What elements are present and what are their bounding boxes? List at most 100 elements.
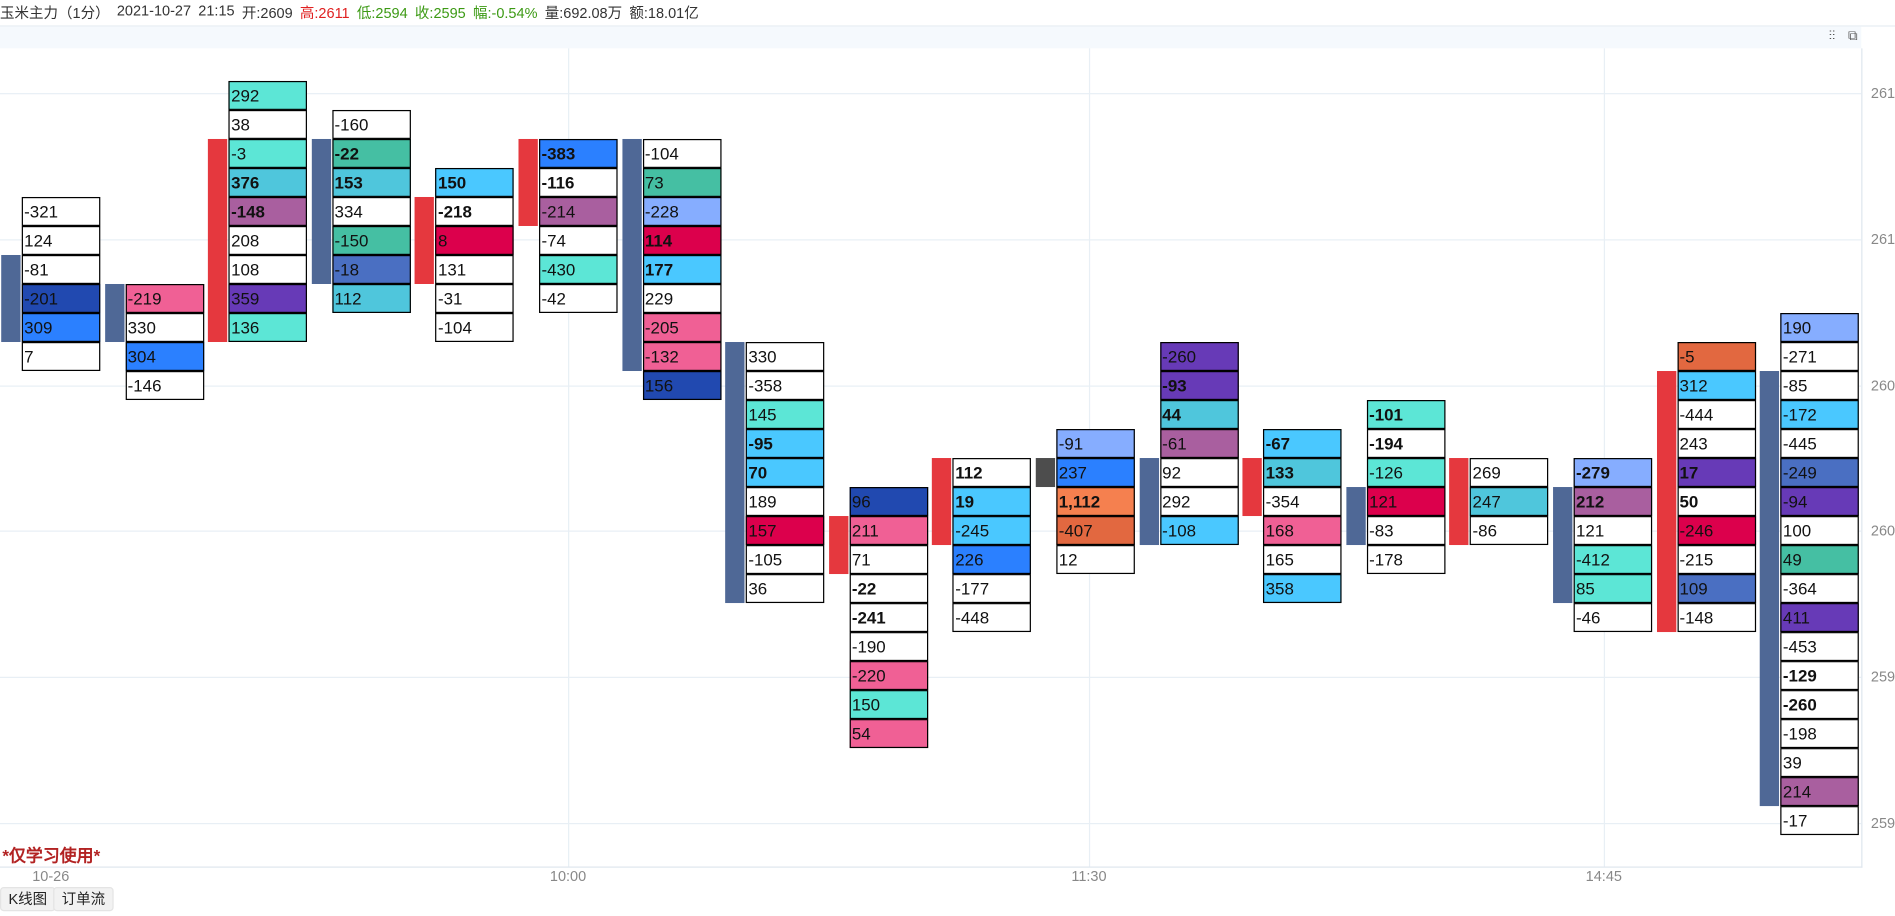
footprint-cell: -74 [539, 225, 618, 255]
footprint-cell: -101 [1366, 400, 1446, 430]
grid-line [0, 676, 1862, 678]
footprint-cell: 1,112 [1056, 487, 1135, 517]
footprint-cell: -172 [1780, 400, 1860, 430]
footprint-cell: -448 [952, 603, 1032, 633]
footprint-cell: -205 [642, 313, 722, 343]
y-axis-label: 260 [1870, 377, 1895, 394]
footprint-cell: -215 [1677, 545, 1756, 575]
candle-body-up [518, 138, 538, 226]
footprint-cell: -17 [1780, 806, 1860, 836]
high-price: 高:2611 [299, 4, 350, 22]
kline-chart-button[interactable]: K线图 [0, 887, 56, 912]
footprint-cell: 17 [1677, 458, 1756, 488]
footprint-cell: -61 [1159, 429, 1239, 459]
footprint-cell: 358 [1263, 574, 1342, 604]
footprint-cell: -150 [332, 225, 411, 255]
candle-body-up [932, 458, 952, 546]
candle-body-flat [1035, 458, 1056, 488]
footprint-cell: 309 [21, 313, 101, 343]
footprint-cell: 73 [642, 167, 722, 197]
footprint-cell: 92 [1159, 458, 1239, 488]
footprint-cell: -178 [1366, 545, 1446, 575]
y-axis-label: 259 [1870, 814, 1895, 832]
footprint-cell: 208 [228, 225, 308, 255]
footprint-cell: -219 [125, 283, 204, 314]
footprint-cell: 189 [745, 487, 825, 517]
candle-body-down [1, 254, 21, 343]
candle-body-down [311, 138, 331, 284]
footprint-cell: 156 [642, 371, 722, 401]
x-axis-label: 14:45 [1585, 867, 1622, 885]
footprint-cell: -5 [1677, 342, 1756, 372]
footprint-cell: -177 [952, 574, 1032, 604]
footprint-cell: -3 [228, 138, 308, 168]
footprint-cell: -246 [1677, 516, 1756, 546]
footprint-cell: -364 [1780, 574, 1860, 604]
footprint-cell: 39 [1780, 748, 1860, 778]
footprint-cell: 168 [1263, 516, 1342, 546]
settings-sliders-icon[interactable]: ⫶⫶ [1828, 29, 1836, 44]
x-axis-label: 10:00 [549, 867, 587, 885]
change-percent: 幅:-0.54% [472, 4, 538, 22]
footprint-cell: 114 [642, 225, 722, 255]
footprint-cell: 304 [125, 342, 204, 372]
footprint-cell: 85 [1573, 574, 1653, 604]
candle-body-up [208, 138, 228, 343]
footprint-cell: -67 [1263, 429, 1342, 459]
footprint-cell: 100 [1780, 516, 1860, 546]
footprint-cell: 157 [745, 516, 825, 546]
footprint-cell: 133 [1263, 458, 1342, 488]
footprint-cell: 19 [952, 487, 1032, 517]
footprint-cell: -241 [849, 603, 928, 633]
footprint-cell: -81 [21, 254, 101, 284]
footprint-cell: -22 [849, 574, 928, 604]
footprint-cell: 71 [849, 545, 928, 575]
footprint-cell: 292 [228, 80, 308, 110]
footprint-cell: -116 [539, 167, 618, 197]
footprint-cell: 150 [849, 690, 928, 720]
footprint-cell: -245 [952, 516, 1032, 546]
footprint-cell: 247 [1470, 487, 1549, 517]
symbol-name: 玉米主力（1分） [0, 4, 110, 22]
footprint-cell: -201 [21, 283, 101, 314]
candle-body-down [725, 342, 745, 604]
footprint-cell: -108 [1159, 516, 1239, 546]
footprint-chart[interactable] [0, 48, 1863, 868]
footprint-cell: -126 [1366, 458, 1446, 488]
footprint-cell: 411 [1780, 603, 1860, 633]
footprint-cell: -194 [1366, 429, 1446, 459]
footprint-cell: -132 [642, 342, 722, 372]
footprint-cell: 108 [228, 254, 308, 284]
y-axis-label: 260 [1870, 522, 1895, 539]
footprint-cell: -46 [1573, 603, 1653, 633]
footprint-cell: -214 [539, 196, 618, 226]
footprint-cell: 54 [849, 719, 928, 749]
footprint-cell: 237 [1056, 458, 1135, 488]
grid-line [0, 822, 1862, 825]
header-divider [0, 25, 1895, 27]
order-flow-button[interactable]: 订单流 [53, 887, 114, 912]
candle-body-down [1759, 371, 1780, 807]
layout-switch-icon[interactable]: ⧉ [1847, 29, 1858, 44]
footprint-cell: -453 [1780, 632, 1860, 662]
quote-time: 21:15 [198, 2, 235, 20]
footprint-cell: -148 [228, 196, 308, 226]
footprint-cell: -249 [1780, 458, 1860, 488]
footprint-cell: 70 [745, 458, 825, 488]
footprint-cell: -86 [1470, 516, 1549, 546]
footprint-cell: 312 [1677, 371, 1756, 401]
footprint-cell: 214 [1780, 777, 1860, 807]
footprint-cell: 330 [125, 313, 204, 343]
footprint-cell: 121 [1366, 487, 1446, 517]
footprint-cell: -148 [1677, 603, 1756, 633]
footprint-cell: 243 [1677, 429, 1756, 459]
footprint-cell: 50 [1677, 487, 1756, 517]
volume: 量:692.08万 [544, 4, 623, 22]
low-price: 低:2594 [356, 4, 408, 22]
footprint-cell: -22 [332, 138, 411, 168]
x-axis-label: 10-26 [32, 867, 70, 885]
footprint-cell: 7 [21, 342, 101, 372]
amount: 额:18.01亿 [629, 4, 699, 22]
candle-body-up [1449, 458, 1469, 546]
footprint-cell: -444 [1677, 400, 1756, 430]
